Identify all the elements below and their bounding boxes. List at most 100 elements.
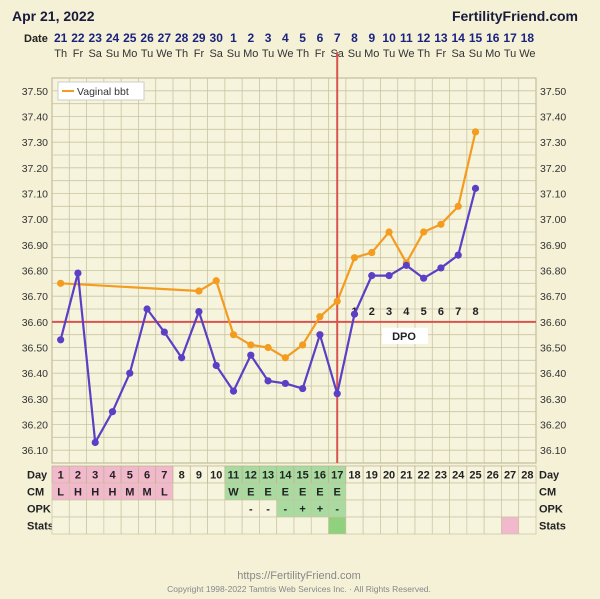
opk-cell [501,499,520,518]
opk-cell [189,499,208,518]
bbt-point [212,361,220,370]
opk-cell [483,499,502,518]
weekday-label: Sa [451,48,465,60]
day-row-label: Day [27,470,48,482]
date-label: 18 [521,31,535,45]
stats-cell [362,516,381,535]
vaginal-bbt-point [316,313,324,321]
date-label: 3 [265,31,272,45]
date-label: 5 [299,31,306,45]
day-number: 26 [487,470,499,482]
y-tick-label-right: 36.10 [540,445,566,457]
stats-cell [86,516,105,535]
opk-cell [224,499,243,518]
day-number: 14 [279,470,292,482]
date-label: 7 [334,31,341,45]
opk-cell [68,499,87,518]
cm-value: E [316,487,323,499]
cm-cell [345,482,364,501]
cm-value: L [161,487,168,499]
dpo-number: 4 [403,306,410,318]
opk-row-label-right: OPK [539,504,563,516]
y-tick-label-right: 37.00 [540,214,566,226]
bbt-point [420,274,428,282]
weekday-label: Tu [141,48,153,60]
cm-cell [189,482,208,501]
day-number: 18 [348,470,360,482]
weekday-label: Fr [315,48,326,60]
bbt-point [195,307,203,316]
y-tick-label-right: 37.50 [540,86,566,98]
cm-cell [449,482,468,501]
stats-cell [501,516,520,535]
stats-row-label-right: Stats [539,521,566,533]
stats-cell [518,516,537,535]
y-tick-label-right: 36.90 [540,240,566,252]
y-tick-label-left: 36.30 [22,394,48,406]
y-tick-label-right: 36.20 [540,420,566,432]
weekday-label: Mo [364,48,379,60]
vaginal-bbt-point [350,254,359,262]
day-number: 22 [418,470,430,482]
cm-value: W [228,487,239,499]
weekday-label: Mo [485,48,500,60]
bbt-point [57,336,65,344]
day-number: 2 [75,470,81,482]
stats-cell [172,516,191,535]
date-label: 16 [486,31,500,45]
opk-cell [380,499,399,518]
vaginal-bbt-point [57,279,65,287]
weekday-label: Su [106,48,119,60]
day-number: 24 [452,470,465,482]
footer-url[interactable]: https://FertilityFriend.com [237,570,360,582]
bbt-point [74,269,82,277]
vaginal-bbt-point [212,277,220,285]
cm-cell [172,482,191,501]
cm-value: E [282,487,289,499]
cm-cell [397,482,416,501]
date-label: 21 [54,31,68,45]
date-label: 30 [210,31,224,45]
day-number: 25 [469,470,481,482]
y-tick-label-right: 36.60 [540,317,566,329]
vaginal-bbt-point [247,341,255,349]
bbt-point [160,328,168,336]
opk-cell [138,499,157,518]
stats-cell [380,516,399,535]
opk-value: - [284,504,288,516]
y-tick-label-left: 37.10 [22,189,48,201]
bbt-point [402,261,410,269]
opk-cell [449,499,468,518]
stats-row-label: Stats [27,521,54,533]
bbt-point [281,379,289,388]
cm-value: M [142,487,151,499]
y-tick-label-right: 37.30 [540,137,566,149]
date-label: 15 [469,31,483,45]
footer-copyright: Copyright 1998-2022 Tamtris Web Services… [167,584,431,594]
chart-date: Apr 21, 2022 [12,8,95,24]
dpo-number: 7 [455,306,461,318]
date-label: 27 [158,31,172,45]
cm-cell [466,482,485,501]
stats-cell [293,516,312,535]
stats-cell [449,516,468,535]
weekday-label: Su [227,48,240,60]
stats-cell [328,516,347,535]
weekday-label: Sa [209,48,223,60]
opk-value: - [335,504,339,516]
opk-cell [431,499,450,518]
y-tick-label-left: 37.00 [22,214,48,226]
opk-cell [86,499,105,518]
day-number: 17 [331,470,343,482]
day-number: 10 [210,470,222,482]
stats-cell [103,516,122,535]
date-label: 6 [317,31,324,45]
cm-value: E [334,487,341,499]
bbt-point [368,272,376,280]
y-tick-label-left: 36.10 [22,445,48,457]
stats-cell [397,516,416,535]
day-number: 1 [58,470,64,482]
bbt-point [299,384,307,393]
